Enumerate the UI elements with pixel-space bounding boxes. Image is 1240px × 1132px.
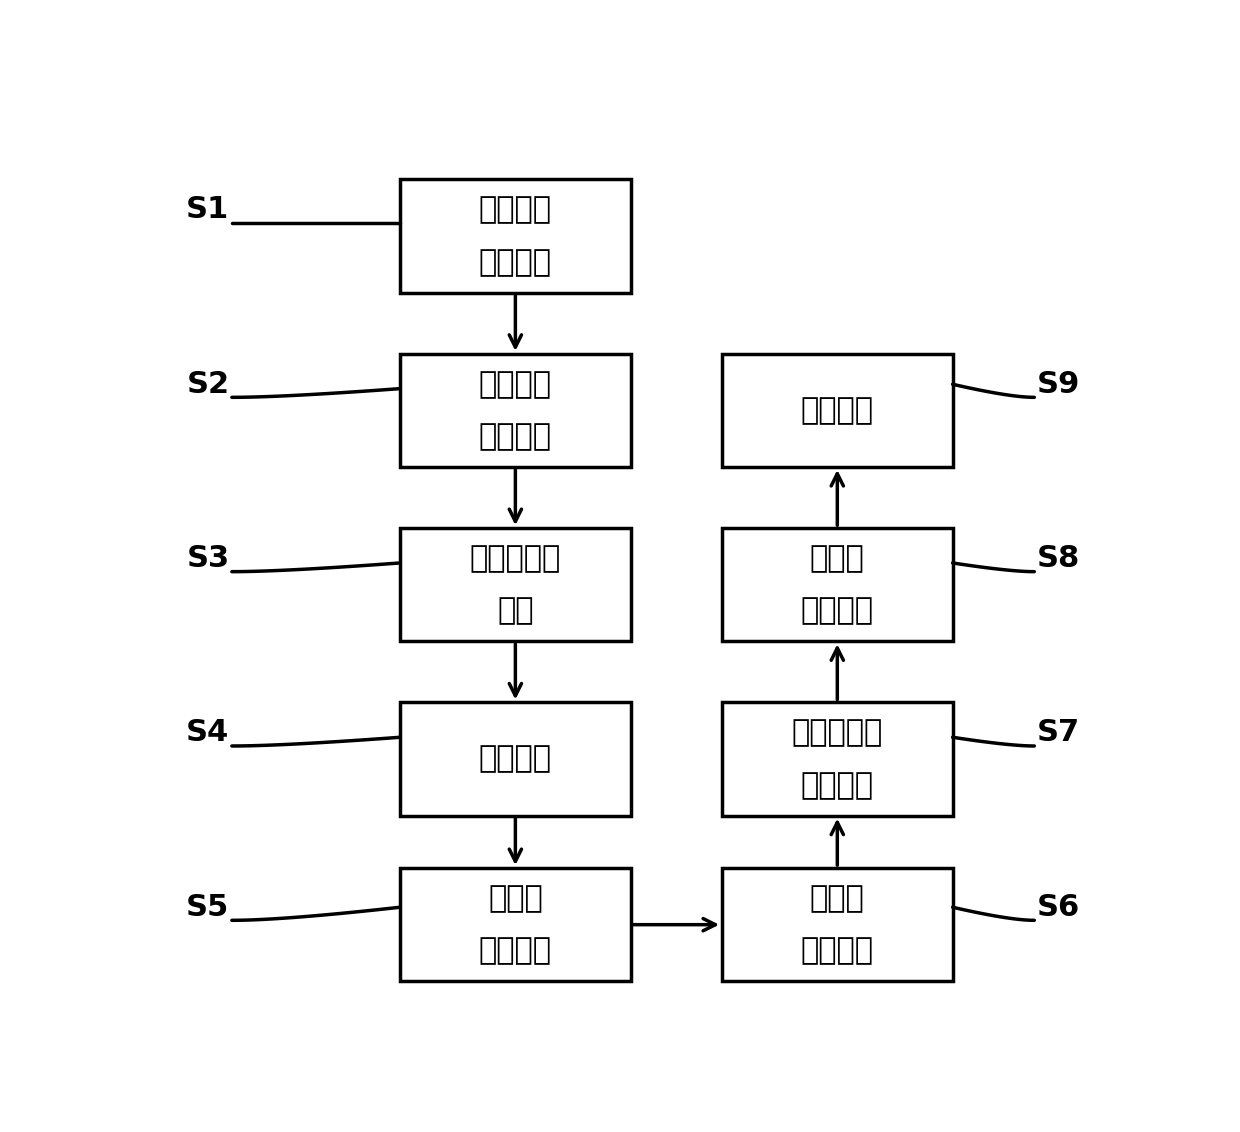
Text: 去噪与滤波: 去噪与滤波 bbox=[470, 544, 560, 573]
Text: S9: S9 bbox=[1037, 370, 1080, 398]
Text: 障碍物: 障碍物 bbox=[810, 884, 864, 914]
Text: 处理: 处理 bbox=[497, 597, 533, 625]
Text: 边界拟合: 边界拟合 bbox=[801, 936, 874, 966]
Text: 特征对比: 特征对比 bbox=[801, 597, 874, 625]
Text: 轮廓获取: 轮廓获取 bbox=[479, 936, 552, 966]
Text: S1: S1 bbox=[186, 196, 229, 224]
Bar bbox=[722, 702, 952, 816]
Bar bbox=[401, 180, 631, 293]
Bar bbox=[401, 702, 631, 816]
Bar bbox=[401, 528, 631, 642]
Text: 激光雷达: 激光雷达 bbox=[479, 196, 552, 224]
Text: S5: S5 bbox=[186, 893, 229, 921]
Text: S6: S6 bbox=[1037, 893, 1080, 921]
Text: 数据空间: 数据空间 bbox=[479, 370, 552, 398]
Text: S4: S4 bbox=[186, 719, 229, 747]
Bar bbox=[401, 353, 631, 468]
Text: 障碍物: 障碍物 bbox=[810, 544, 864, 573]
Text: 坐标转换: 坐标转换 bbox=[479, 422, 552, 451]
Bar bbox=[722, 868, 952, 981]
Text: 典型障碍物: 典型障碍物 bbox=[791, 719, 883, 747]
Text: 控制决策: 控制决策 bbox=[801, 396, 874, 424]
Bar bbox=[722, 353, 952, 468]
Text: S2: S2 bbox=[186, 370, 229, 398]
Text: S8: S8 bbox=[1037, 544, 1080, 573]
Text: 障碍物: 障碍物 bbox=[489, 884, 543, 914]
Text: S3: S3 bbox=[186, 544, 229, 573]
Text: 采集数据: 采集数据 bbox=[479, 248, 552, 276]
Text: S7: S7 bbox=[1037, 719, 1080, 747]
Text: 数据聚类: 数据聚类 bbox=[479, 745, 552, 773]
Text: 特征获取: 特征获取 bbox=[801, 771, 874, 799]
Bar bbox=[722, 528, 952, 642]
Bar bbox=[401, 868, 631, 981]
